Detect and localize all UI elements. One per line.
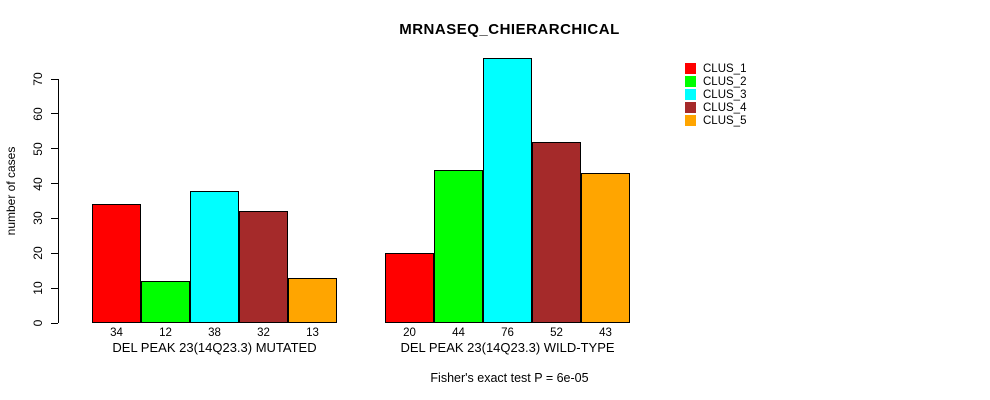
bar-clus_4-group2 [532,141,581,323]
bar-value-label: 34 [110,327,123,339]
legend-swatch-clus_4 [685,102,696,113]
legend-row: CLUS_2 [685,75,746,88]
bar-clus_1-group1 [92,204,141,323]
legend-label: CLUS_3 [703,88,747,101]
y-tick-mark [51,148,58,150]
y-tick-label: 0 [31,319,45,327]
y-tick-label: 70 [31,72,45,86]
y-axis-label: number of cases [4,146,18,236]
legend-label: CLUS_4 [703,101,747,114]
bar-value-label: 44 [452,327,465,339]
bar-clus_4-group1 [239,211,288,323]
bar-clus_1-group2 [385,253,434,323]
bar-value-label: 12 [159,327,172,339]
y-tick-mark [51,217,58,219]
bar-value-label: 32 [257,327,270,339]
y-axis-line [58,79,59,323]
y-tick-label: 60 [31,107,45,121]
y-tick-mark [51,183,58,185]
y-tick-mark [51,287,58,289]
legend-row: CLUS_5 [685,114,746,127]
bar-clus_5-group2 [581,173,630,323]
x-group-label: DEL PEAK 23(14Q23.3) WILD-TYPE [400,340,615,355]
bar-value-label: 13 [306,327,319,339]
bar-value-label: 20 [403,327,416,339]
bar-value-label: 38 [208,327,221,339]
legend-swatch-clus_5 [685,115,696,126]
x-group-label: DEL PEAK 23(14Q23.3) MUTATED [112,340,317,355]
y-tick-label: 20 [31,246,45,260]
legend: CLUS_1 CLUS_2 CLUS_3 CLUS_4 CLUS_5 [685,62,746,127]
bar-clus_3-group1 [190,190,239,323]
y-tick-mark [51,113,58,115]
legend-row: CLUS_4 [685,101,746,114]
bar-clus_5-group1 [288,277,337,323]
legend-row: CLUS_3 [685,88,746,101]
bar-value-label: 52 [550,327,563,339]
legend-label: CLUS_5 [703,114,747,127]
y-tick-label: 40 [31,176,45,191]
y-tick-label: 50 [31,142,45,156]
y-tick-label: 30 [31,211,45,226]
bar-value-label: 76 [501,327,514,339]
y-tick-label: 10 [31,281,45,295]
legend-label: CLUS_2 [703,75,747,88]
bar-clus_3-group2 [483,58,532,323]
y-tick-mark [51,322,58,324]
bar-clus_2-group1 [141,281,190,323]
legend-row: CLUS_1 [685,62,746,75]
legend-swatch-clus_2 [685,76,696,87]
chart-title: MRNASEQ_CHIERARCHICAL [399,21,620,38]
legend-label: CLUS_1 [703,62,747,75]
legend-swatch-clus_1 [685,63,696,74]
fisher-test-note: Fisher's exact test P = 6e-05 [430,371,589,385]
bar-value-label: 43 [599,327,612,339]
y-tick-mark [51,252,58,254]
legend-swatch-clus_3 [685,89,696,100]
y-tick-mark [51,78,58,80]
bar-clus_2-group2 [434,169,483,323]
